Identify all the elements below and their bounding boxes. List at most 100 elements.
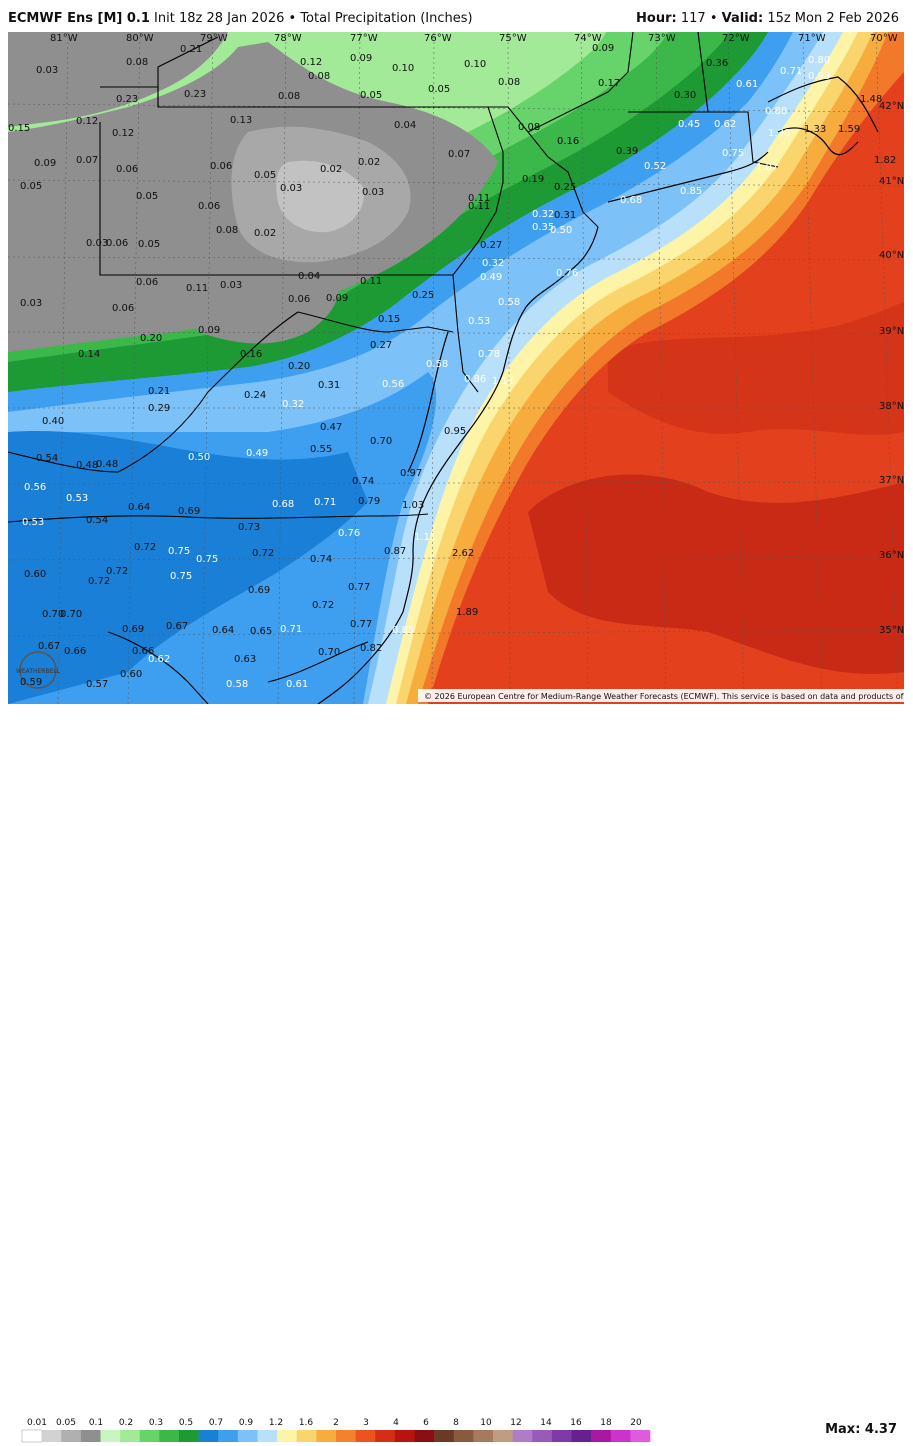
- precip-value-label: 0.11: [468, 201, 490, 212]
- precip-value-label: 0.73: [238, 522, 260, 533]
- precip-value-label: 0.20: [140, 333, 162, 344]
- precip-value-label: 0.64: [128, 502, 150, 513]
- precip-value-label: 0.61: [286, 679, 308, 690]
- forecast-hour: 117: [680, 11, 706, 26]
- precip-value-label: 0.11: [360, 276, 382, 287]
- legend-tick-label: 16: [570, 1418, 582, 1428]
- model-name: ECMWF Ens [M] 0.1: [8, 11, 150, 26]
- precip-value-label: 0.06: [116, 164, 138, 175]
- precip-value-label: 0.17: [598, 78, 620, 89]
- legend-tick-label: 2: [333, 1418, 339, 1428]
- precip-value-label: 0.53: [22, 517, 44, 528]
- legend-swatch: [80, 1430, 101, 1442]
- precip-value-label: 0.62: [714, 119, 736, 130]
- precip-value-label: 0.10: [392, 63, 414, 74]
- precip-value-label: 1.03: [402, 500, 424, 511]
- precip-value-label: 0.56: [382, 379, 404, 390]
- precip-value-label: 0.19: [522, 174, 544, 185]
- precip-value-label: 0.68: [272, 499, 294, 510]
- legend-tick-label: 0.7: [209, 1418, 223, 1428]
- legend-swatch: [512, 1430, 533, 1442]
- precip-value-label: 0.69: [122, 624, 144, 635]
- precip-value-label: 0.07: [448, 149, 470, 160]
- precip-value-label: 0.39: [616, 146, 638, 157]
- legend-tick-label: 0.05: [56, 1418, 76, 1428]
- precip-value-label: 0.71: [280, 624, 302, 635]
- weatherbell-logo: WEATHERBELL: [16, 651, 61, 689]
- precip-value-label: 0.05: [254, 170, 276, 181]
- precip-value-label: 0.06: [112, 303, 134, 314]
- legend-swatch: [100, 1430, 121, 1442]
- precip-value-label: 0.12: [112, 128, 134, 139]
- legend-swatches: [21, 1429, 651, 1443]
- precip-value-label: 0.49: [246, 448, 268, 459]
- precip-value-label: 1.07: [756, 162, 778, 173]
- precip-value-label: 1.11: [492, 376, 514, 387]
- precip-value-label: 0.24: [244, 390, 266, 401]
- map-svg: WEATHERBELL © 2026 European Centre for M…: [8, 32, 904, 704]
- lon-label: 72°W: [722, 33, 750, 44]
- legend-swatch: [551, 1430, 572, 1442]
- precip-value-label: 0.02: [254, 228, 276, 239]
- lat-label: 42°N: [879, 101, 904, 112]
- legend-tick-label: 1.2: [269, 1418, 283, 1428]
- precip-value-label: 0.36: [706, 58, 728, 69]
- lat-label: 39°N: [879, 326, 904, 337]
- precip-value-label: 0.08: [518, 122, 540, 133]
- valid-info: Hour: 117 • Valid: 15z Mon 2 Feb 2026: [636, 11, 899, 26]
- precip-value-label: 0.66: [64, 646, 86, 657]
- precip-value-label: 0.61: [736, 79, 758, 90]
- precip-value-label: 0.86: [464, 374, 486, 385]
- lat-label: 38°N: [879, 401, 904, 412]
- lon-label: 81°W: [50, 33, 78, 44]
- precip-value-label: 1.11: [414, 532, 436, 543]
- legend-swatch: [493, 1430, 513, 1442]
- lat-label: 37°N: [879, 475, 904, 486]
- precip-value-label: 0.15: [8, 123, 30, 134]
- precip-value-label: 0.72: [252, 548, 274, 559]
- precip-value-label: 0.08: [278, 91, 300, 102]
- legend-tick-label: 0.2: [119, 1418, 133, 1428]
- legend-tick-label: 1.6: [299, 1418, 314, 1428]
- legend-swatch: [532, 1430, 553, 1442]
- precip-value-label: 0.02: [358, 157, 380, 168]
- lat-label: 35°N: [879, 625, 904, 636]
- lon-label: 79°W: [200, 33, 228, 44]
- precip-value-label: 0.54: [36, 453, 58, 464]
- legend-tick-label: 0.3: [149, 1418, 163, 1428]
- precip-value-label: 0.85: [680, 186, 702, 197]
- precip-value-label: 1.33: [804, 124, 826, 135]
- coastline: [317, 76, 879, 704]
- precip-value-label: 0.35: [532, 222, 554, 233]
- legend-tick-label: 3: [363, 1418, 369, 1428]
- legend-swatch: [179, 1430, 199, 1442]
- lon-label: 73°W: [648, 33, 676, 44]
- precip-value-label: 0.70: [318, 647, 340, 658]
- lat-label: 36°N: [879, 550, 904, 561]
- precip-value-label: 0.15: [378, 314, 400, 325]
- precip-value-label: 0.79: [358, 496, 380, 507]
- precip-value-label: 0.50: [550, 225, 572, 236]
- precip-value-label: 0.72: [134, 542, 156, 553]
- precip-value-label: 0.70: [42, 609, 64, 620]
- precip-value-label: 0.20: [288, 361, 310, 372]
- precip-value-label: 0.66: [132, 646, 154, 657]
- precip-value-label: 0.58: [426, 359, 448, 370]
- precip-value-label: 0.58: [498, 297, 520, 308]
- precip-value-label: 0.32: [482, 258, 504, 269]
- precip-value-label: 0.71: [314, 497, 336, 508]
- legend-swatch: [453, 1430, 474, 1442]
- precip-value-label: 0.08: [498, 77, 520, 88]
- precip-value-label: 1.48: [860, 94, 882, 105]
- legend-tick-label: 18: [600, 1418, 612, 1428]
- precip-value-label: 0.09: [34, 158, 56, 169]
- precip-value-label: 0.40: [42, 416, 64, 427]
- precip-value-label: 0.88: [765, 106, 787, 117]
- precip-value-label: 0.03: [36, 65, 58, 76]
- title-bullet: •: [288, 11, 297, 26]
- precip-value-label: 0.07: [76, 155, 98, 166]
- precip-value-label: 0.74: [352, 476, 374, 487]
- legend-swatch: [139, 1430, 160, 1442]
- precip-value-label: 0.30: [674, 90, 696, 101]
- precip-value-label: 0.27: [370, 340, 392, 351]
